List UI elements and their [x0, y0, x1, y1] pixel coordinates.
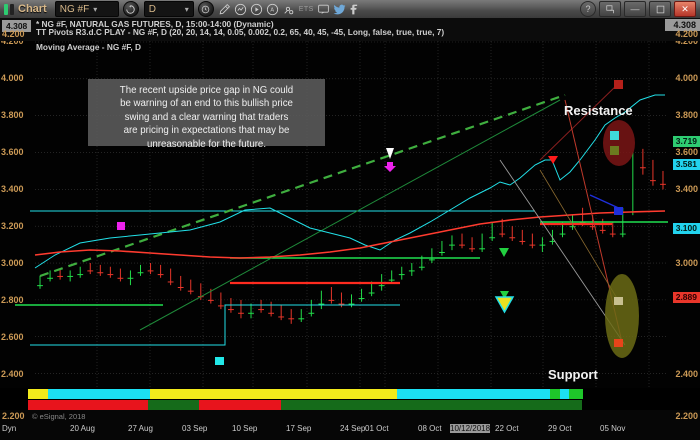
- svg-text:A: A: [270, 7, 274, 13]
